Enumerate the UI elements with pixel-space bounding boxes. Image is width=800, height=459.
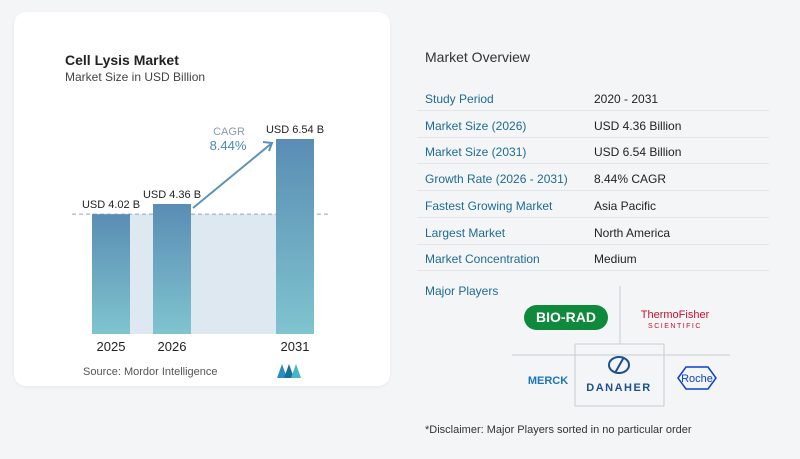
cagr-arrow-head xyxy=(262,141,274,152)
overview-key: Market Size (2031) xyxy=(425,145,527,160)
disclaimer: *Disclaimer: Major Players sorted in no … xyxy=(425,424,692,436)
major-players-label: Major Players xyxy=(425,284,499,298)
overview-value: Asia Pacific xyxy=(594,198,657,213)
overview-title: Market Overview xyxy=(425,49,531,65)
overview-row: Growth Rate (2026 - 2031) 8.44% CAGR xyxy=(417,164,769,192)
svg-text:SCIENTIFIC: SCIENTIFIC xyxy=(648,323,702,330)
x-tick-label-2026: 2026 xyxy=(158,339,187,354)
svg-text:BIO-RAD: BIO-RAD xyxy=(536,309,596,325)
bar-chart: USD 4.02 B 2025 USD 4.36 B 2026 USD 6.54 B 20… xyxy=(72,124,330,354)
overview-key: Market Size (2026) xyxy=(425,118,527,133)
overview-row: Fastest Growing Market Asia Pacific xyxy=(417,191,769,218)
overview-key: Largest Market xyxy=(425,225,506,240)
chart-title: Cell Lysis Market xyxy=(65,52,179,68)
overview-row: Market Size (2026) USD 4.36 Billion xyxy=(417,111,769,138)
overview-value: Medium xyxy=(594,252,637,267)
overview-value: USD 6.54 Billion xyxy=(594,145,682,160)
roche-logo: Roche xyxy=(677,366,717,390)
svg-text:ThermoFisher: ThermoFisher xyxy=(641,309,710,321)
data-label-2031: USD 6.54 B xyxy=(266,124,324,136)
bar-2026 xyxy=(153,204,191,334)
overview-value: USD 4.36 Billion xyxy=(594,118,682,133)
overview-key: Market Concentration xyxy=(425,252,540,267)
overview-row: Study Period 2020 - 2031 xyxy=(417,84,769,111)
overview-key: Growth Rate (2026 - 2031) xyxy=(425,172,568,187)
overview-row: Market Concentration Medium xyxy=(417,244,769,272)
cagr-value: 8.44% xyxy=(210,138,247,153)
data-label-2026: USD 4.36 B xyxy=(143,189,201,201)
overview-value: 8.44% CAGR xyxy=(594,172,667,187)
svg-text:DANAHER: DANAHER xyxy=(586,382,652,394)
source-note: Source: Mordor Intelligence xyxy=(83,366,218,378)
svg-text:Roche: Roche xyxy=(681,373,713,385)
biorad-logo: BIO-RAD xyxy=(524,305,608,330)
overview-row: Market Size (2031) USD 6.54 Billion xyxy=(417,137,769,165)
overview-value: North America xyxy=(594,225,671,240)
overview-row: Largest Market North America xyxy=(417,218,769,245)
x-tick-label-2025: 2025 xyxy=(97,339,126,354)
cagr-label: CAGR xyxy=(213,126,245,138)
bar-2025 xyxy=(92,214,130,334)
data-label-2025: USD 4.02 B xyxy=(82,199,140,211)
svg-text:MERCK: MERCK xyxy=(528,375,568,387)
chart-subtitle: Market Size in USD Billion xyxy=(65,70,206,84)
overview-key: Study Period xyxy=(425,92,494,106)
thermofisher-logo: ThermoFisher SCIENTIFIC xyxy=(641,309,710,330)
merck-logo: MERCK xyxy=(528,375,568,387)
bar-2031 xyxy=(276,139,314,334)
danaher-logo: DANAHER xyxy=(586,356,652,394)
overview-key: Fastest Growing Market xyxy=(425,198,553,213)
cagr-arrow xyxy=(192,142,273,209)
overview-value: 2020 - 2031 xyxy=(594,92,659,106)
x-tick-label-2031: 2031 xyxy=(281,339,310,354)
mordor-intelligence-logo xyxy=(277,364,301,378)
